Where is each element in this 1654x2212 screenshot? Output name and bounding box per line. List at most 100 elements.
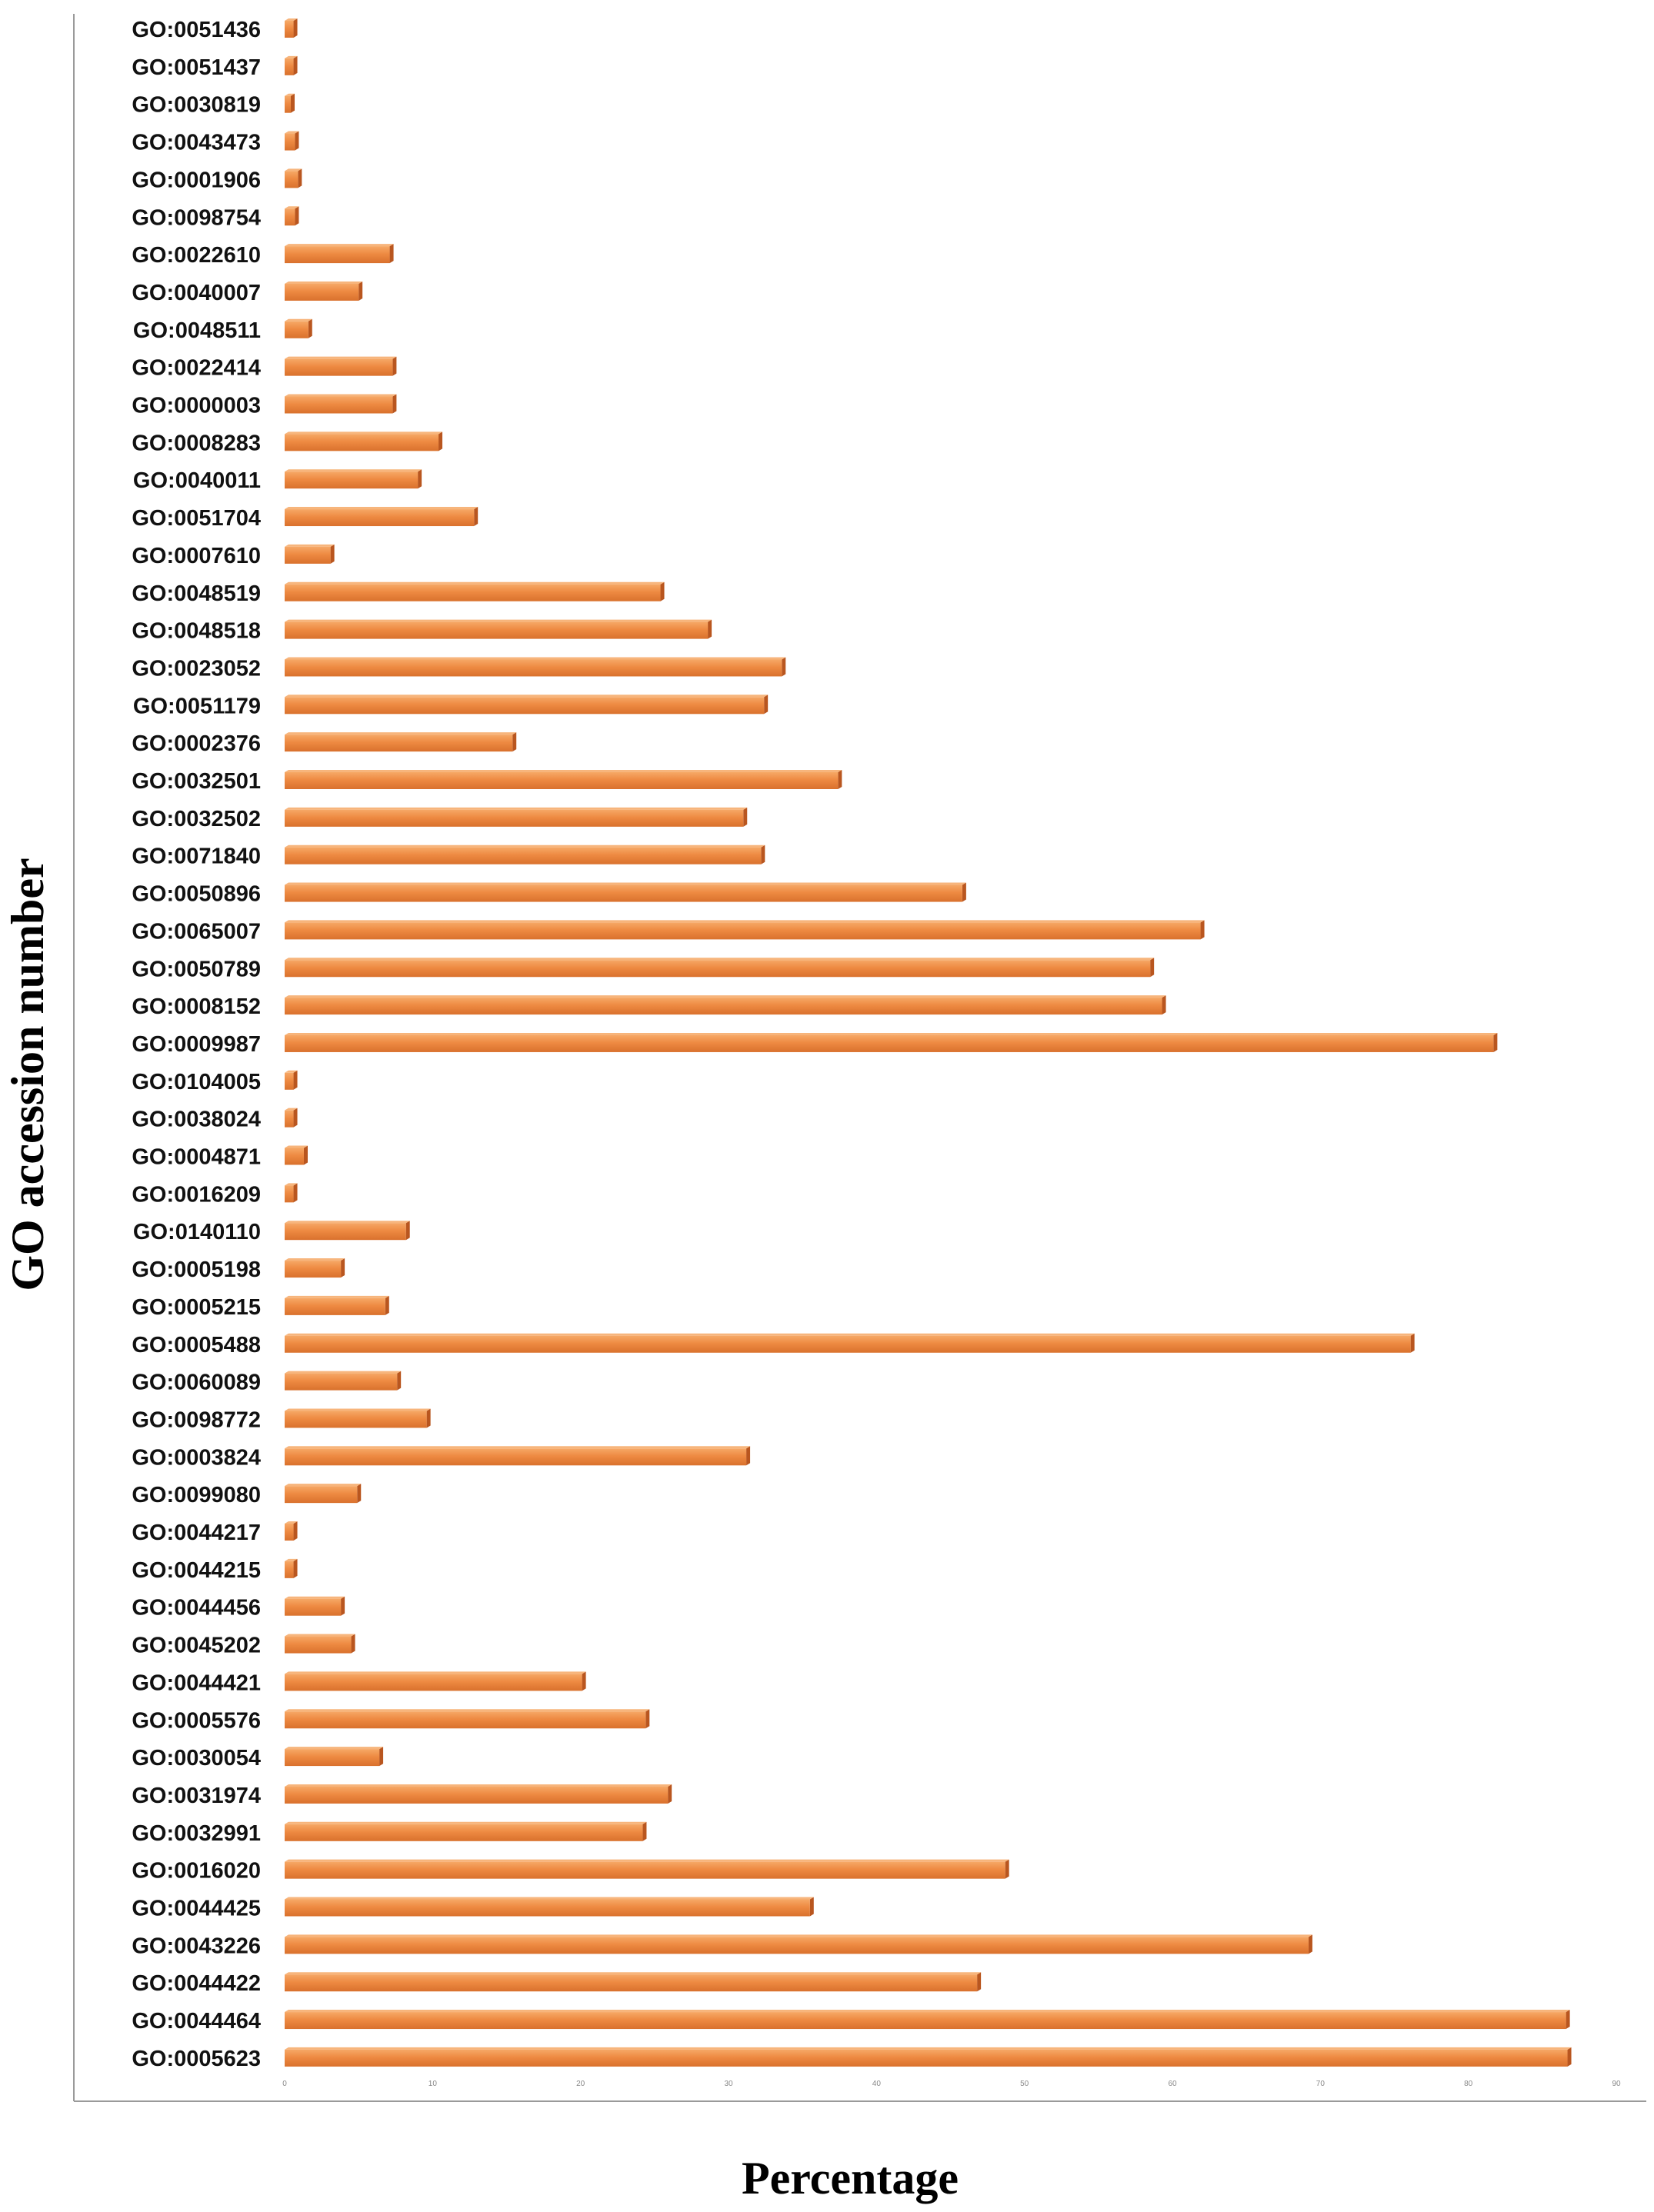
bar-front (285, 584, 661, 601)
category-labels: GO:0051436 GO:0051437 GO:0030819 GO:0043473… (132, 18, 261, 2071)
bar-top (285, 770, 842, 772)
bar-side (298, 168, 302, 188)
bar-front (285, 1486, 358, 1504)
bar-side (293, 55, 298, 75)
bar-top (285, 55, 298, 58)
x-axis-title: Percentage (742, 2153, 959, 2204)
bar-front (285, 998, 1162, 1015)
bar-side (512, 732, 517, 752)
category-label: GO:0003824 (132, 1445, 261, 1470)
bar-side (293, 1183, 298, 1203)
bar-front (285, 1524, 294, 1541)
bar-GO-0032991 (285, 1821, 647, 1841)
bar-front (285, 2049, 1568, 2067)
bar-side (357, 1484, 362, 1504)
bar-GO-0023052 (285, 657, 786, 677)
bar-top (285, 2047, 1572, 2050)
bar-top (285, 131, 299, 134)
bar-top (285, 1258, 345, 1261)
bar-GO-0043226 (285, 1934, 1312, 1954)
bar-front (285, 1223, 406, 1241)
bar-side (708, 619, 712, 639)
bar-top (285, 1032, 1498, 1035)
category-label: GO:0023052 (132, 656, 261, 681)
bar-side (838, 770, 842, 789)
bar-top (285, 619, 712, 622)
bar-top (285, 1671, 586, 1674)
bar-front (285, 1861, 1005, 1879)
bar-side (426, 1408, 431, 1428)
category-label: GO:0140110 (133, 1220, 261, 1244)
x-tick-label: 90 (1612, 2080, 1621, 2088)
bar-side (330, 544, 335, 564)
category-label: GO:0032991 (132, 1821, 261, 1846)
category-label: GO:0043226 (132, 1934, 261, 1958)
bar-GO-0000003 (285, 394, 397, 414)
bar-top (285, 1784, 672, 1787)
category-label: GO:0044425 (132, 1897, 261, 1921)
bar-GO-0002376 (285, 732, 517, 752)
bar-top (285, 206, 299, 209)
category-label: GO:0005488 (132, 1333, 261, 1358)
bar-front (285, 546, 331, 564)
bar-front (285, 95, 291, 113)
bar-top (285, 1108, 298, 1111)
bar-front (285, 2012, 1566, 2030)
category-label: GO:0044456 (132, 1596, 261, 1621)
bar-top (285, 1709, 650, 1712)
bar-side (582, 1671, 586, 1691)
bar-GO-0051704 (285, 507, 479, 527)
bar-side (962, 882, 966, 902)
bar-front (285, 1824, 643, 1841)
bar-side (645, 1709, 650, 1729)
category-label: GO:0007610 (132, 544, 261, 568)
bar-GO-0005488 (285, 1333, 1415, 1353)
bar-top (285, 1295, 389, 1298)
bar-top (285, 1596, 345, 1599)
bar-GO-0007610 (285, 544, 335, 564)
bar-side (1566, 2010, 1570, 2030)
category-label: GO:0032502 (132, 807, 261, 831)
category-label: GO:0044464 (132, 2009, 261, 2034)
bar-top (285, 431, 443, 435)
bar-front (285, 960, 1151, 978)
bar-GO-0030054 (285, 1747, 384, 1767)
bar-front (285, 1448, 747, 1466)
bar-GO-0005215 (285, 1295, 389, 1315)
category-label: GO:0005198 (132, 1258, 261, 1282)
bar-front (285, 1148, 305, 1165)
bar-GO-0044422 (285, 1972, 982, 1992)
bar-top (285, 1972, 982, 1975)
bar-GO-0044217 (285, 1521, 298, 1541)
bar-GO-0016020 (285, 1859, 1009, 1879)
bar-side (809, 1897, 814, 1917)
category-label: GO:0040011 (133, 468, 261, 493)
bar-top (285, 1558, 298, 1561)
bar-top (285, 1934, 1312, 1937)
category-label: GO:0098754 (132, 205, 261, 230)
bar-side (341, 1596, 345, 1616)
category-label: GO:0005623 (132, 2047, 261, 2071)
bar-side (1162, 995, 1166, 1015)
bar-GO-0044456 (285, 1596, 345, 1616)
bar-front (285, 283, 359, 301)
bar-front (285, 396, 393, 414)
category-label: GO:0031974 (132, 1784, 261, 1808)
bar-GO-0044464 (285, 2010, 1570, 2030)
bar-front (285, 922, 1201, 940)
bar-top (285, 281, 363, 284)
bar-side (1493, 1032, 1498, 1052)
category-label: GO:0000003 (132, 394, 261, 418)
bar-front (285, 735, 513, 752)
bar-front (285, 1937, 1309, 1954)
bar-front (285, 1561, 294, 1578)
category-label: GO:0016020 (132, 1859, 261, 1884)
bar-top (285, 1446, 751, 1449)
bar-GO-0038024 (285, 1108, 298, 1128)
bar-top (285, 1634, 355, 1637)
category-label: GO:0016209 (132, 1182, 261, 1207)
category-label: GO:0098772 (132, 1407, 261, 1432)
bar-top (285, 1821, 647, 1824)
category-label: GO:0030819 (132, 93, 261, 118)
bar-top (285, 1070, 298, 1073)
